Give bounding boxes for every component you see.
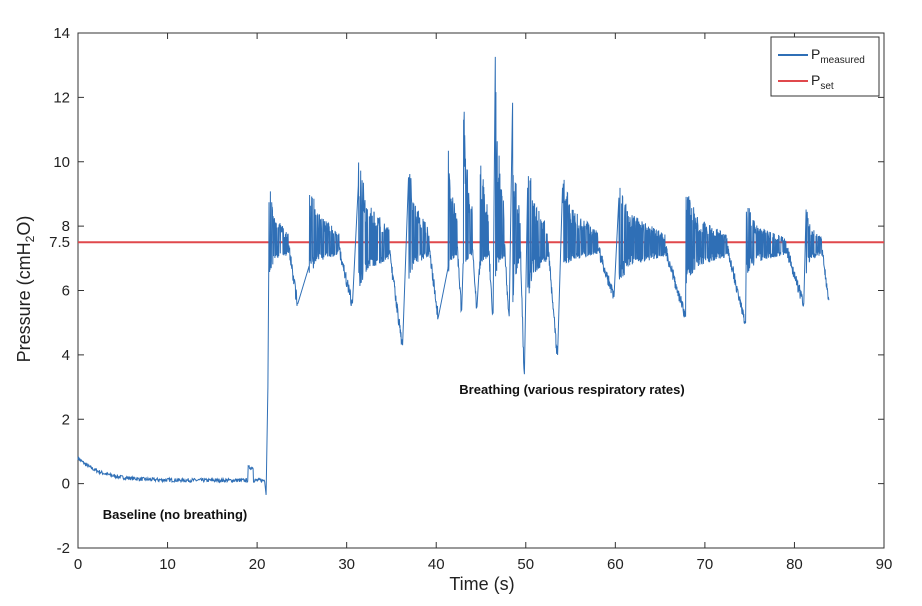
- x-axis-label: Time (s): [449, 574, 514, 594]
- y-tick-label: 4: [62, 347, 70, 364]
- y-tick-label: 8: [62, 218, 70, 235]
- annotation-breathing: Breathing (various respiratory rates): [459, 382, 684, 397]
- plot-frame: [77, 32, 885, 549]
- x-tick-label: 40: [428, 556, 445, 573]
- data-layer: [77, 56, 884, 495]
- y-tick-label: 6: [62, 283, 70, 300]
- y-tick-label: 2: [62, 411, 70, 428]
- y-tick-label: 7.5: [49, 234, 70, 251]
- x-tick-label: 90: [876, 556, 893, 573]
- y-tick-label: -2: [57, 540, 70, 557]
- x-tick-label: 20: [249, 556, 266, 573]
- legend: Pmeasured Pset: [770, 36, 880, 97]
- y-tick-label: 12: [53, 89, 70, 106]
- legend-entry-pmeasured: Pmeasured: [811, 46, 865, 66]
- y-tick-label: 0: [62, 476, 70, 493]
- legend-box: [770, 36, 880, 97]
- y-tick-label: 14: [53, 25, 70, 42]
- y-axis-label: Pressure (cmH2O): [14, 216, 37, 363]
- x-tick-label: 0: [74, 556, 82, 573]
- x-tick-label: 30: [338, 556, 355, 573]
- series-line-pmeasured: [77, 56, 830, 495]
- y-tick-label: 10: [53, 154, 70, 171]
- legend-entry-pset: Pset: [811, 72, 834, 92]
- x-tick-label: 80: [786, 556, 803, 573]
- x-tick-label: 60: [607, 556, 624, 573]
- x-tick-label: 50: [517, 556, 534, 573]
- x-tick-label: 10: [159, 556, 176, 573]
- x-tick-label: 70: [697, 556, 714, 573]
- annotation-baseline: Baseline (no breathing): [103, 507, 247, 522]
